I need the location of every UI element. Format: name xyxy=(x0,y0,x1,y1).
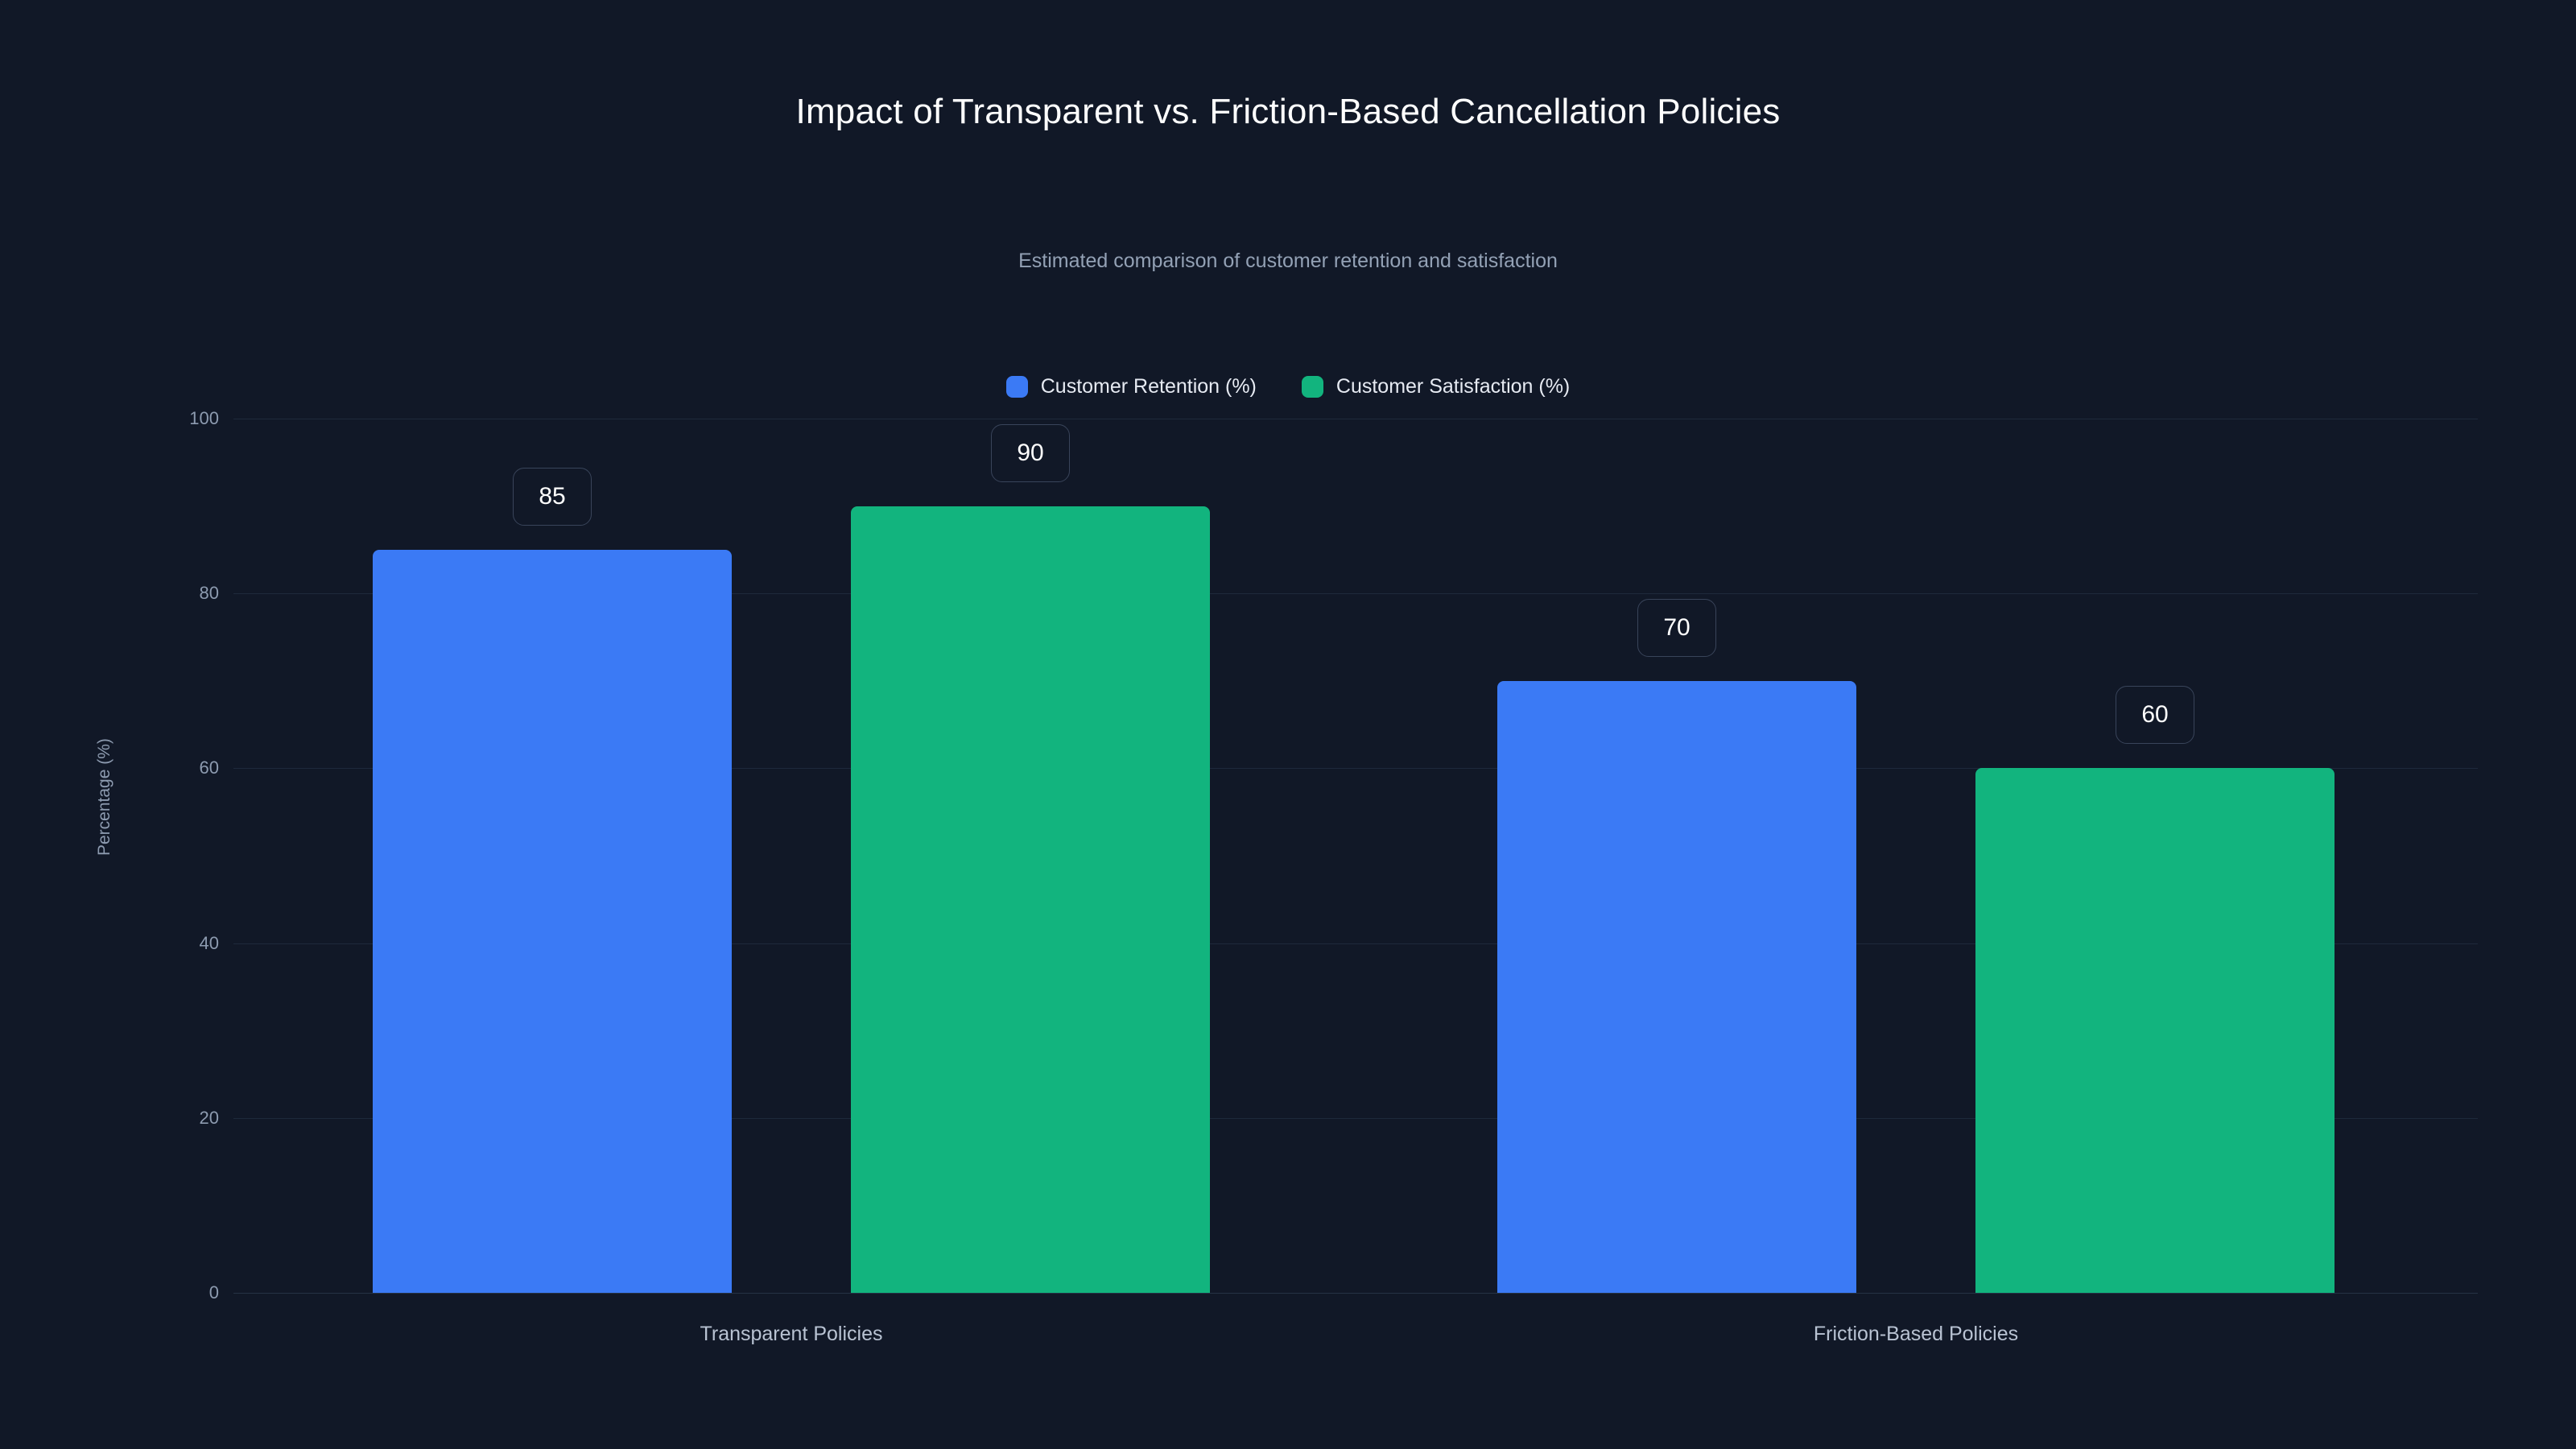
bar-value-label: 90 xyxy=(991,423,1070,482)
bar-value-label: 70 xyxy=(1637,598,1716,657)
legend-item-customer-satisfaction[interactable]: Customer Satisfaction (%) xyxy=(1301,375,1571,398)
bar-value-label: 85 xyxy=(513,467,592,526)
y-axis-tick-label: 40 xyxy=(199,932,219,953)
chart-title: Impact of Transparent vs. Friction-Based… xyxy=(795,92,1781,131)
y-axis-title: Percentage (%) xyxy=(95,738,114,856)
chart-legend: Customer Retention (%) Customer Satisfac… xyxy=(0,375,2576,398)
gridline-0 xyxy=(233,1293,2478,1294)
chart-subtitle: Estimated comparison of customer retenti… xyxy=(1018,250,1558,272)
bar[interactable] xyxy=(1497,680,1856,1293)
x-axis-tick-label: Transparent Policies xyxy=(700,1323,883,1345)
legend-label-retention: Customer Retention (%) xyxy=(1040,375,1257,398)
y-axis-tick-label: 60 xyxy=(199,758,219,778)
bar-value-label: 60 xyxy=(2116,686,2194,745)
gridline-20 xyxy=(233,1117,2478,1119)
bar[interactable] xyxy=(851,506,1210,1293)
plot-area xyxy=(233,419,2478,1294)
bar[interactable] xyxy=(373,549,732,1293)
gridline-40 xyxy=(233,943,2478,944)
legend-swatch-icon-satisfaction xyxy=(1301,376,1323,398)
y-axis-tick-label: 80 xyxy=(199,583,219,604)
legend-swatch-icon-retention xyxy=(1005,376,1028,398)
gridline-80 xyxy=(233,593,2478,595)
bar[interactable] xyxy=(1975,768,2334,1293)
y-axis-tick-label: 100 xyxy=(189,408,219,428)
y-axis-tick-label: 20 xyxy=(199,1107,219,1128)
x-axis-tick-label: Friction-Based Policies xyxy=(1813,1323,2019,1345)
gridline-60 xyxy=(233,768,2478,770)
y-axis-tick-label: 0 xyxy=(208,1282,219,1302)
legend-item-customer-retention[interactable]: Customer Retention (%) xyxy=(1005,375,1257,398)
legend-label-satisfaction: Customer Satisfaction (%) xyxy=(1335,375,1571,398)
